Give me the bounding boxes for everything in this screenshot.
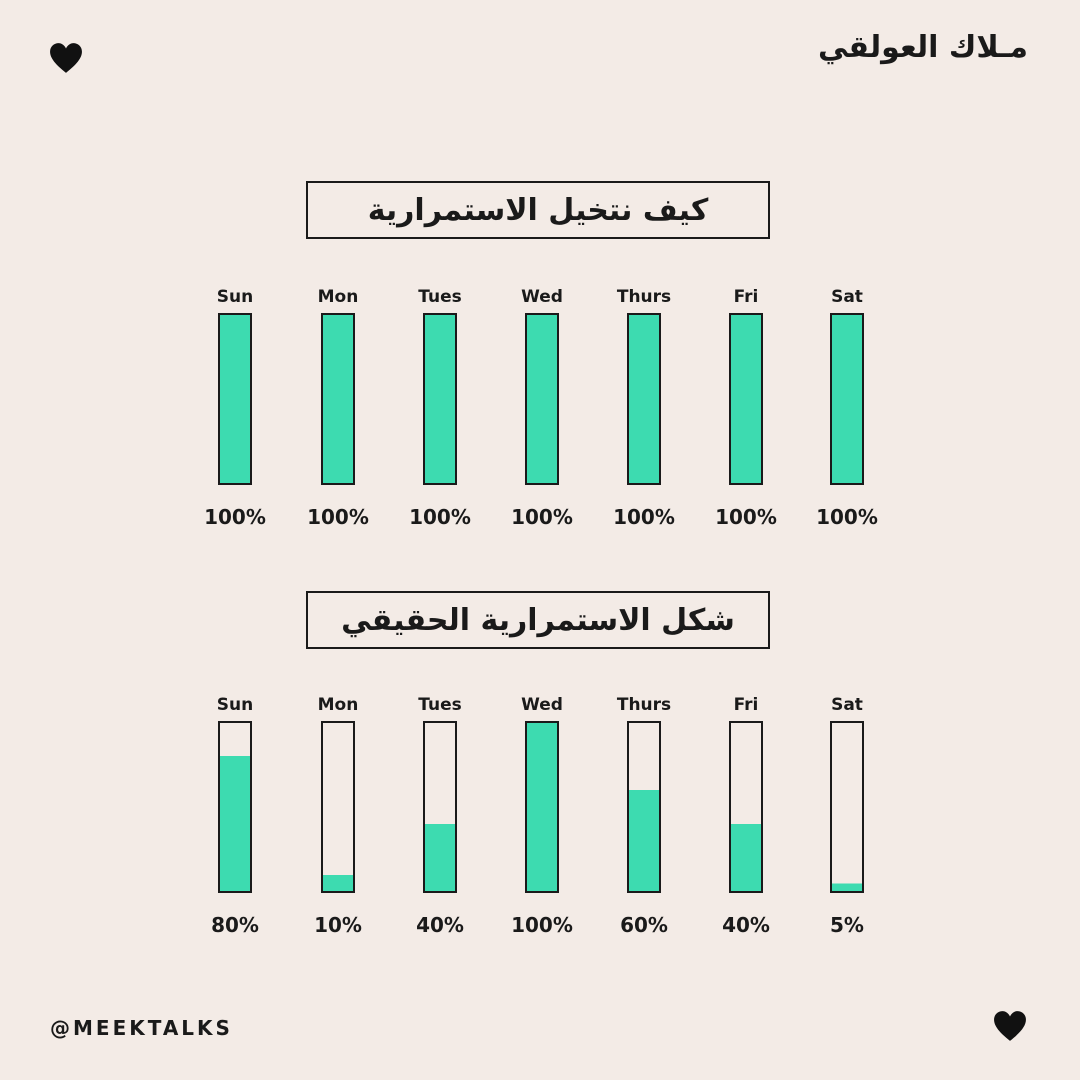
bar-fill [831, 314, 863, 484]
bar-outline [321, 313, 355, 485]
bar-outline [525, 721, 559, 893]
bar-outline [729, 721, 763, 893]
bar-outline [830, 721, 864, 893]
day-label: Fri [734, 695, 759, 715]
bar-fill [730, 824, 762, 892]
value-label: 10% [314, 913, 362, 937]
value-label: 60% [620, 913, 668, 937]
day-label: Thurs [617, 287, 671, 307]
value-label: 100% [307, 505, 369, 529]
author-name: مـلاك العولقي [817, 30, 1028, 65]
bar-fill [628, 790, 660, 892]
day-label: Mon [318, 287, 359, 307]
bar-outline [729, 313, 763, 485]
bar-fill [219, 314, 251, 484]
day-label: Sun [217, 695, 253, 715]
bar-outline [321, 721, 355, 893]
day-label: Thurs [617, 695, 671, 715]
social-handle: @MEEKTALKS [50, 1016, 233, 1040]
bar-fill [424, 314, 456, 484]
bar-fill [424, 824, 456, 892]
bar-outline [423, 313, 457, 485]
value-label: 5% [830, 913, 864, 937]
day-label: Wed [521, 695, 563, 715]
bar-fill [831, 883, 863, 892]
value-label: 40% [722, 913, 770, 937]
bar-outline [218, 721, 252, 893]
value-label: 80% [211, 913, 259, 937]
bar-outline [218, 313, 252, 485]
bar-fill [322, 875, 354, 892]
real-consistency-chart: Sun 80% Mon 10% Tues 40% Wed 100% Thurs 60% Fri 40%… [211, 695, 864, 937]
bar-outline [830, 313, 864, 485]
day-label: Sun [217, 287, 253, 307]
bar-outline [627, 721, 661, 893]
bar-fill [628, 314, 660, 484]
heart-icon [49, 42, 83, 74]
day-label: Wed [521, 287, 563, 307]
value-label: 100% [204, 505, 266, 529]
value-label: 40% [416, 913, 464, 937]
day-label: Fri [734, 287, 759, 307]
day-label: Tues [418, 695, 461, 715]
value-label: 100% [715, 505, 777, 529]
value-label: 100% [511, 913, 573, 937]
value-label: 100% [816, 505, 878, 529]
day-label: Tues [418, 287, 461, 307]
imagined-consistency-chart: Sun 100% Mon 100% Tues 100% Wed 100% Thurs 100% Fr… [204, 287, 878, 529]
bar-fill [730, 314, 762, 484]
day-label: Sat [831, 287, 863, 307]
chart-title-real: شكل الاستمرارية الحقيقي [306, 591, 770, 649]
value-label: 100% [613, 505, 675, 529]
bar-fill [322, 314, 354, 484]
bar-fill [526, 314, 558, 484]
bar-outline [525, 313, 559, 485]
value-label: 100% [409, 505, 471, 529]
heart-icon [993, 1010, 1027, 1042]
chart-title-imagined: كيف نتخيل الاستمرارية [306, 181, 770, 239]
bar-outline [423, 721, 457, 893]
value-label: 100% [511, 505, 573, 529]
bar-outline [627, 313, 661, 485]
bar-fill [526, 722, 558, 892]
day-label: Mon [318, 695, 359, 715]
day-label: Sat [831, 695, 863, 715]
bar-fill [219, 756, 251, 892]
